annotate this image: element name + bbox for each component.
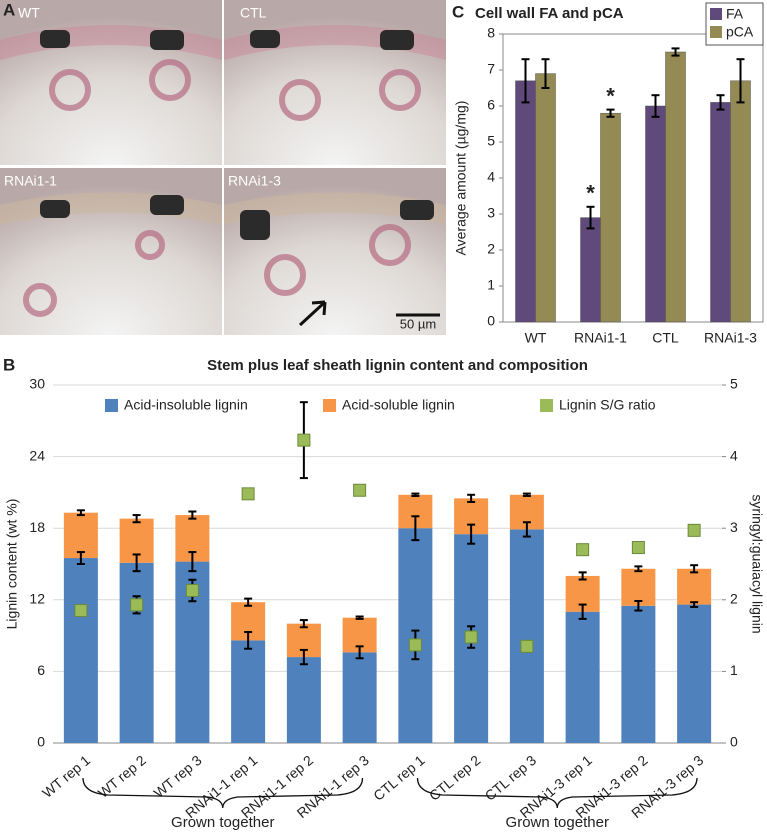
- point: [464, 630, 478, 644]
- bar: [515, 80, 536, 323]
- point: [241, 487, 255, 501]
- fibers: [40, 30, 434, 240]
- x-tick-label: WT rep 1: [39, 752, 93, 801]
- epidermis: [224, 192, 446, 225]
- bar-segment: [621, 605, 656, 743]
- bar-segment: [565, 611, 600, 743]
- y-tick-label: 2: [487, 241, 495, 257]
- legend-swatch: [105, 399, 118, 412]
- point: [576, 543, 590, 557]
- point: [631, 541, 645, 555]
- y-tick-label: 6: [487, 97, 495, 113]
- bar-segment: [677, 568, 712, 605]
- legend-label: Acid-soluble lignin: [342, 397, 455, 413]
- bundles: [23, 59, 421, 317]
- image-label: RNAi1-3: [228, 173, 281, 189]
- y2-tick-label: 0: [730, 734, 738, 750]
- legend-swatch: [323, 399, 336, 412]
- image-label: RNAi1-1: [4, 173, 57, 189]
- point: [297, 433, 311, 447]
- point: [408, 638, 422, 652]
- y2-tick-label: 1: [730, 662, 738, 678]
- x-tick-label: CTL rep 1: [370, 752, 428, 804]
- micrograph: [224, 0, 446, 165]
- chart-title: Cell wall FA and pCA: [475, 5, 624, 22]
- bar-segment: [286, 657, 321, 743]
- bar-segment: [63, 558, 98, 743]
- point: [185, 583, 199, 597]
- bar-segment: [63, 512, 98, 559]
- chart-title: Stem plus leaf sheath lignin content and…: [207, 357, 588, 374]
- bar: [580, 217, 601, 323]
- bar-segment: [119, 562, 154, 743]
- y-tick-label: 5: [487, 133, 495, 149]
- bar-segment: [677, 604, 712, 743]
- panel-label: C: [452, 2, 464, 21]
- significance: *: [606, 83, 615, 108]
- plot-frame: [502, 33, 764, 323]
- y-tick-label: 24: [29, 447, 45, 463]
- legend-label: pCA: [726, 24, 754, 40]
- image-label: CTL: [240, 5, 267, 21]
- panel-label: B: [3, 355, 15, 374]
- bar: [665, 51, 686, 323]
- bar: [600, 112, 621, 323]
- y2-tick-label: 3: [730, 519, 738, 535]
- y2-tick-label: 5: [730, 376, 738, 392]
- y-tick-label: 8: [487, 25, 495, 41]
- y-tick-label: 0: [37, 734, 45, 750]
- y-tick-label: 18: [29, 519, 45, 535]
- group-label: Grown together: [506, 814, 609, 831]
- legend-swatch: [540, 399, 553, 412]
- x-tick-label: RNAi1-1: [574, 330, 627, 346]
- point: [130, 598, 144, 612]
- legend-label: FA: [726, 6, 744, 22]
- legend-label: Lignin S/G ratio: [559, 397, 656, 413]
- y-tick-label: 6: [37, 662, 45, 678]
- bar: [535, 73, 556, 323]
- x-tick-label: WT rep 3: [150, 752, 204, 801]
- legend-label: Acid-insoluble lignin: [124, 397, 248, 413]
- y2-axis-label: syringyl:guaiacyl lignin: [749, 494, 765, 633]
- arrow: [298, 300, 327, 327]
- y-tick-label: 30: [29, 376, 45, 392]
- group-brace: [82, 777, 364, 809]
- significance: *: [586, 181, 595, 206]
- bar-segment: [342, 652, 377, 743]
- y-tick-label: 0: [487, 313, 495, 329]
- scale-label: 50 µm: [400, 316, 436, 331]
- group-label: Grown together: [171, 814, 274, 831]
- panel-a: 50 µm A WT CTL RNAi1-1 RNAi1-3: [0, 0, 446, 335]
- x-tick-label: WT: [525, 330, 547, 346]
- y2-tick-label: 4: [730, 447, 738, 463]
- point: [687, 523, 701, 537]
- y-tick-label: 4: [487, 169, 495, 185]
- bar: [710, 102, 731, 323]
- y-tick-label: 7: [487, 61, 495, 77]
- bar: [730, 80, 751, 323]
- bar-segment: [231, 640, 266, 743]
- legend-swatch: [710, 26, 722, 38]
- y-tick-label: 12: [29, 591, 45, 607]
- x-tick-label: WT rep 2: [95, 752, 149, 801]
- group-brace: [416, 777, 698, 809]
- y-axis-label: Lignin content (wt %): [4, 499, 20, 630]
- point: [520, 639, 534, 653]
- x-tick-label: RNAi1-3: [704, 330, 757, 346]
- image-label: WT: [18, 5, 40, 21]
- point: [353, 483, 367, 497]
- bar: [645, 105, 666, 323]
- y-tick-label: 1: [487, 277, 495, 293]
- y2-tick-label: 2: [730, 591, 738, 607]
- point: [74, 604, 88, 618]
- y-axis-label: Average amount (µg/mg): [453, 101, 469, 256]
- panel-label: A: [3, 0, 15, 19]
- x-tick-label: CTL: [652, 330, 679, 346]
- legend-swatch: [710, 8, 722, 20]
- y-tick-label: 3: [487, 205, 495, 221]
- bar-segment: [621, 568, 656, 606]
- bar-segment: [509, 529, 544, 743]
